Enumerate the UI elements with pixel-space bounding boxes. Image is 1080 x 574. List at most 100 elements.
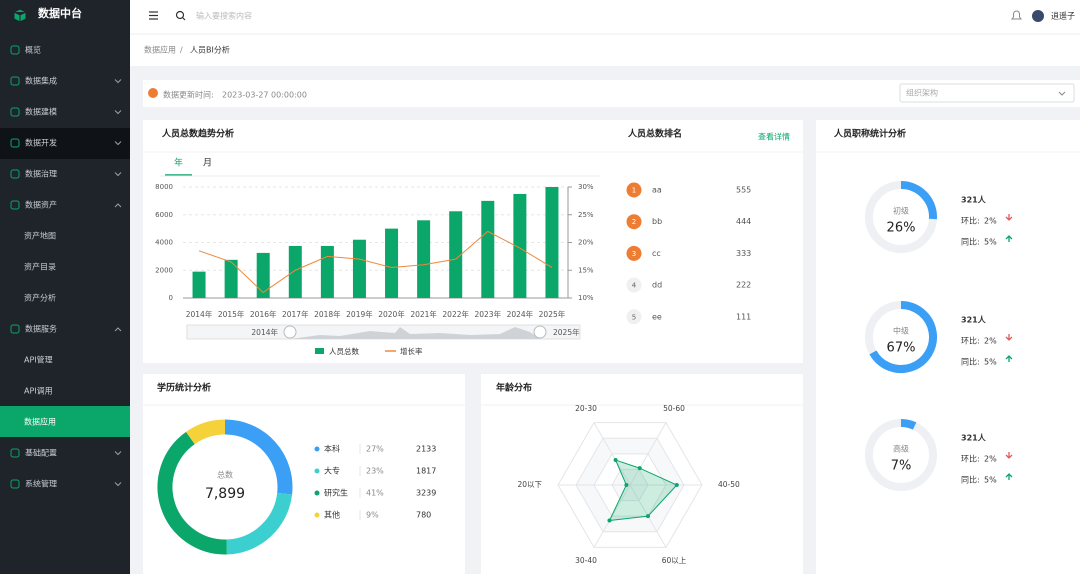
bar (256, 252, 270, 298)
x-tick-label: 2021年 (410, 309, 437, 319)
menu-item[interactable]: 资产分析 (24, 293, 56, 303)
sidebar (0, 0, 130, 574)
org-select[interactable] (899, 83, 1075, 103)
x-tick-label: 2023年 (474, 309, 501, 319)
x-tick-label: 2025年 (539, 309, 566, 319)
zoom-handle[interactable] (283, 325, 297, 339)
x-tick-label: 2020年 (378, 309, 405, 319)
legend-name[interactable]: 其他 (324, 510, 340, 520)
card-trend (143, 120, 803, 363)
rank-value: 555 (736, 186, 751, 195)
menu-item[interactable]: API调用 (24, 387, 53, 396)
legend-label[interactable]: 增长率 (400, 346, 423, 356)
detail-link[interactable]: 查看详情 (758, 132, 790, 142)
radar-spoke (593, 422, 631, 486)
search-placeholder[interactable]: 输入要搜索内容 (196, 11, 252, 21)
donut-label: 中级 (893, 326, 909, 336)
zoom-preview (290, 327, 540, 339)
topbar (130, 0, 1080, 66)
menu-item[interactable]: 数据开发 (25, 138, 57, 148)
card-title: 年龄分布 (496, 382, 532, 394)
radar-point (637, 466, 642, 471)
line (198, 230, 553, 294)
card-title: 学历统计分析 (157, 382, 211, 394)
menu-arrow (114, 482, 122, 487)
legend-dot (314, 490, 320, 496)
menu-item[interactable]: 资产地图 (24, 231, 56, 241)
bar (352, 239, 366, 298)
menu-arrow (114, 172, 122, 177)
donut-arc (900, 419, 917, 430)
menu-item[interactable]: 概览 (25, 45, 41, 55)
yoy-value: 5% (984, 358, 997, 367)
user-name[interactable]: 逍遥子 (1051, 11, 1075, 21)
y2-tick-label: 20% (578, 239, 594, 247)
rank-badge (626, 182, 642, 198)
rank-value: 222 (736, 281, 751, 290)
menu-item[interactable]: 数据服务 (25, 324, 57, 334)
select-arrow (1058, 91, 1066, 96)
menu-item[interactable]: 数据应用 (24, 417, 56, 427)
radar-axis-label: 50-60 (663, 404, 685, 413)
x-tick-label: 2017年 (282, 309, 309, 319)
legend-dot (314, 446, 320, 452)
legend-name[interactable]: 本科 (324, 444, 340, 454)
breadcrumb-item[interactable]: 数据应用 (144, 45, 176, 55)
x-tick-label: 2018年 (314, 309, 341, 319)
donut-percent: 7% (891, 459, 912, 474)
menu-icon (10, 45, 20, 55)
y2-tick-label: 30% (578, 183, 594, 191)
radar-spoke (629, 422, 667, 486)
count: 321人 (961, 433, 987, 443)
x-tick-label: 2016年 (250, 309, 277, 319)
legend-name[interactable]: 大专 (324, 466, 340, 476)
tab[interactable]: 月 (203, 158, 212, 169)
menu-item[interactable]: 数据资产 (25, 200, 57, 210)
menu-icon (10, 76, 20, 86)
legend-dot (314, 468, 320, 474)
menu-item[interactable]: 数据集成 (25, 76, 57, 86)
rank-badge (626, 277, 642, 293)
select-placeholder[interactable]: 组织架构 (906, 88, 938, 98)
radar-axis-label: 30-40 (575, 556, 597, 565)
bar (385, 228, 399, 298)
legend-count: 1817 (416, 467, 436, 476)
x-tick-label: 2015年 (218, 309, 245, 319)
menu-arrow (114, 451, 122, 456)
search-icon[interactable] (175, 10, 186, 21)
mom-value: 2% (984, 217, 997, 226)
menu-item[interactable]: 数据建模 (25, 107, 57, 117)
mom-label: 环比: (961, 454, 980, 464)
radar-point (674, 483, 679, 487)
card-titles (816, 120, 1080, 574)
menu-icon (10, 200, 20, 210)
x-tick-label: 2024年 (507, 309, 534, 319)
mom-value: 2% (984, 337, 997, 346)
legend-name[interactable]: 研究生 (324, 488, 348, 498)
avatar[interactable] (1032, 10, 1044, 22)
menu-item[interactable]: 数据治理 (25, 169, 57, 179)
notice-label: 数据更新时间: (163, 90, 214, 100)
y2-tick-label: 15% (578, 266, 594, 274)
zoom-handle[interactable] (533, 325, 547, 339)
menu-toggle[interactable] (149, 11, 158, 20)
menu-item[interactable]: 基础配置 (25, 448, 57, 458)
y2-tick-label: 25% (578, 211, 594, 219)
menu-item[interactable]: 系统管理 (25, 479, 57, 489)
yoy-value: 5% (984, 238, 997, 247)
legend-percent: 9% (366, 511, 379, 520)
legend-label[interactable]: 人员总数 (329, 346, 359, 356)
donut-segment (157, 431, 227, 555)
tab[interactable]: 年 (174, 157, 183, 169)
count: 321人 (961, 315, 987, 325)
menu-item[interactable]: API管理 (24, 355, 53, 365)
legend-count: 3239 (416, 489, 436, 498)
menu-arrow (114, 79, 122, 84)
donut-total: 7,899 (205, 486, 245, 502)
menu-icon (10, 324, 20, 334)
bell[interactable] (1011, 10, 1022, 20)
menu-icon (10, 107, 20, 117)
menu-item[interactable]: 资产目录 (24, 262, 56, 272)
y-tick-label: 6000 (155, 211, 173, 219)
